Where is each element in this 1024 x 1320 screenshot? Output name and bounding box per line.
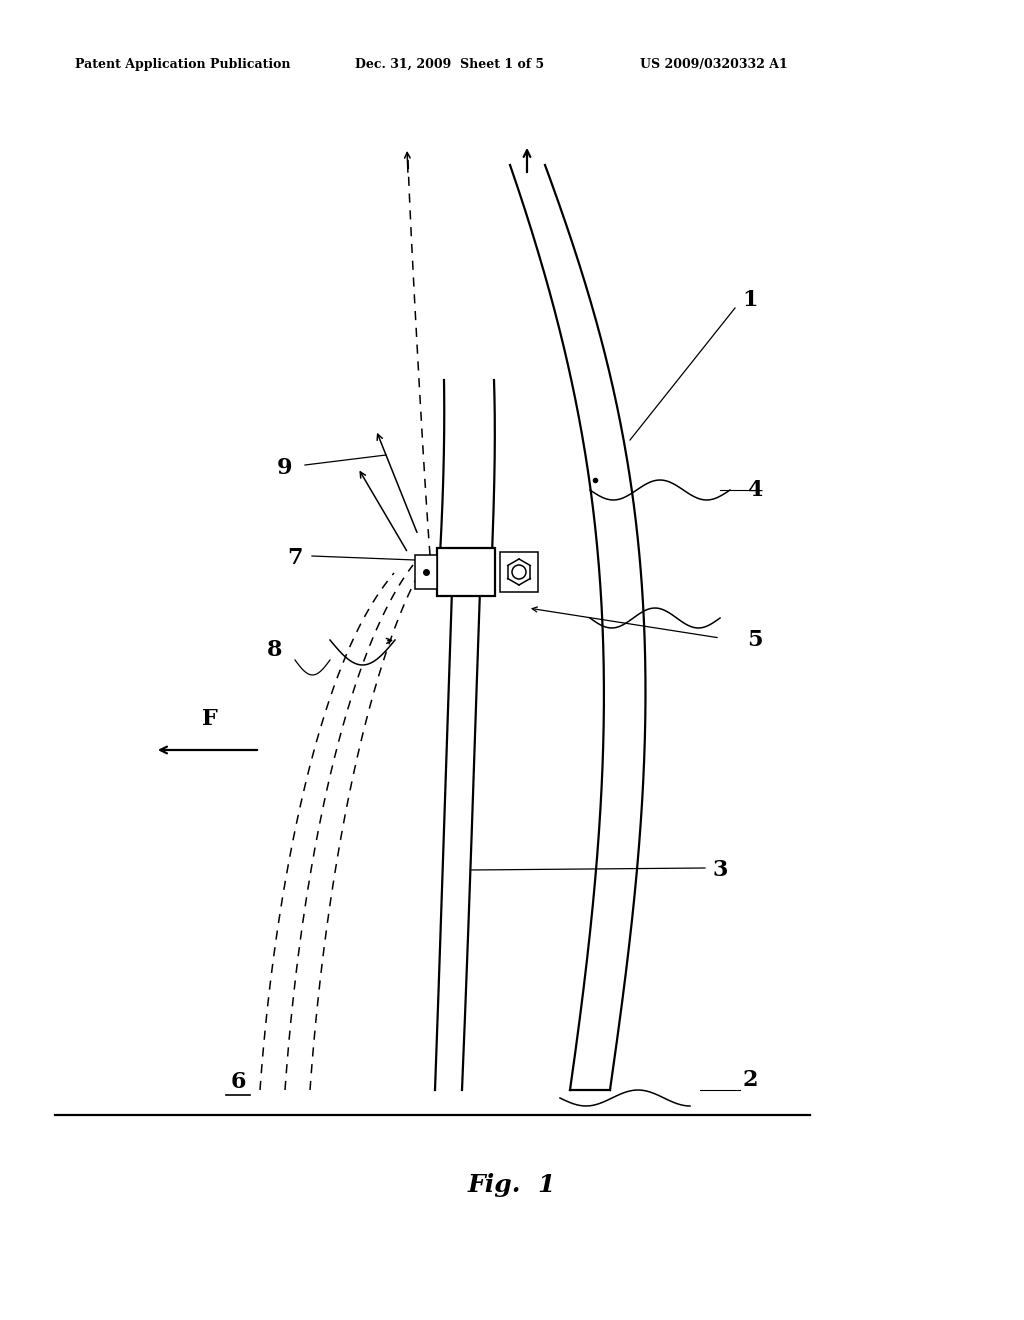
- Text: Fig.  1: Fig. 1: [468, 1173, 556, 1197]
- Text: 8: 8: [267, 639, 283, 661]
- Text: 7: 7: [288, 546, 303, 569]
- Bar: [415, 554, 437, 589]
- Text: 9: 9: [278, 457, 293, 479]
- Text: US 2009/0320332 A1: US 2009/0320332 A1: [640, 58, 787, 71]
- Text: 1: 1: [742, 289, 758, 312]
- Text: 5: 5: [748, 630, 763, 651]
- Bar: [437, 548, 495, 597]
- Text: 4: 4: [748, 479, 763, 502]
- Text: F: F: [202, 708, 218, 730]
- Text: Dec. 31, 2009  Sheet 1 of 5: Dec. 31, 2009 Sheet 1 of 5: [355, 58, 544, 71]
- Text: Patent Application Publication: Patent Application Publication: [75, 58, 291, 71]
- Text: 3: 3: [713, 859, 728, 880]
- Bar: [500, 552, 538, 591]
- Text: 2: 2: [742, 1069, 758, 1092]
- Text: 6: 6: [230, 1071, 246, 1093]
